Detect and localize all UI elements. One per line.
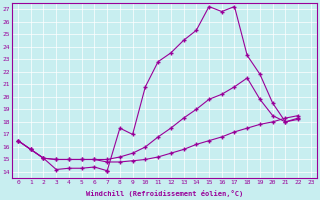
X-axis label: Windchill (Refroidissement éolien,°C): Windchill (Refroidissement éolien,°C) (86, 190, 243, 197)
